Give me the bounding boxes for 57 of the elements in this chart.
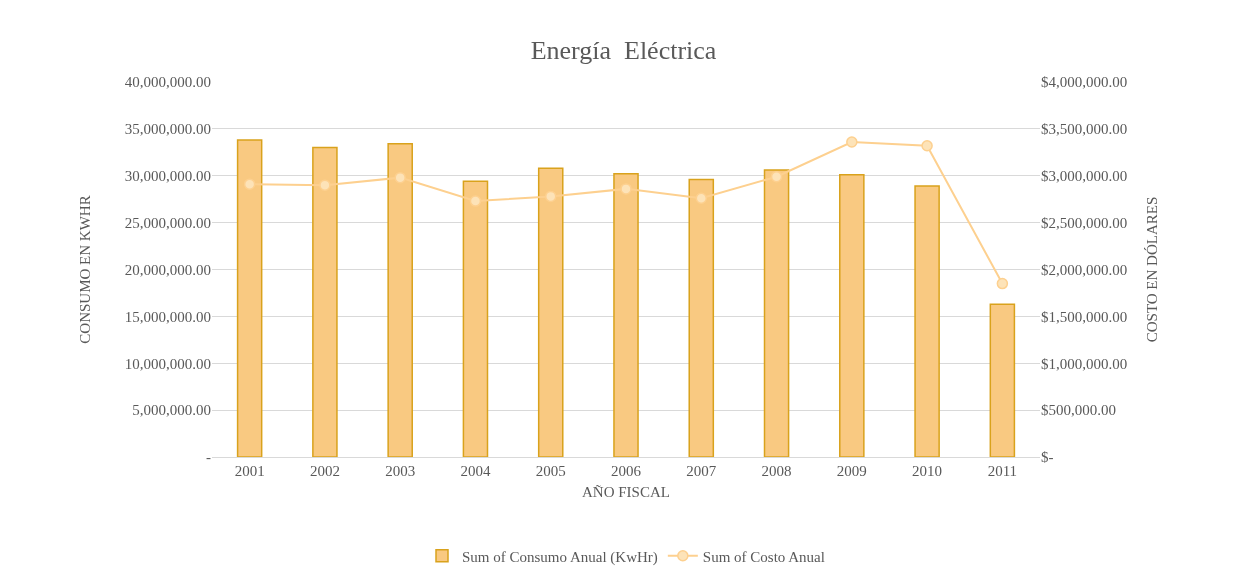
y-tick-label: - (206, 449, 211, 466)
y-tick-label: 35,000,000.00 (124, 121, 211, 138)
y-tick-label: 20,000,000.00 (124, 261, 211, 278)
x-axis-title: AÑO FISCAL (582, 484, 670, 500)
bar (688, 178, 715, 457)
y2-tick-label: $4,000,000.00 (1041, 74, 1128, 91)
y-tick-label: 40,000,000.00 (124, 74, 211, 91)
y-tick-label: 5,000,000.00 (132, 402, 211, 419)
y-tick-label: 25,000,000.00 (124, 214, 211, 231)
point (770, 170, 783, 183)
bar (537, 167, 564, 457)
point (243, 178, 256, 190)
point (996, 277, 1009, 290)
bar (914, 185, 940, 457)
point (921, 140, 933, 152)
point (319, 179, 331, 191)
x-tick-label: 2006 (611, 463, 642, 479)
y-tick-label: 30,000,000.00 (124, 168, 211, 184)
point (544, 190, 557, 203)
point (394, 171, 406, 184)
point (846, 136, 858, 148)
bar (989, 303, 1016, 457)
x-tick-label: 2002 (309, 463, 340, 479)
x-tick-label: 2003 (385, 463, 416, 479)
x-tick-label: 2009 (836, 463, 867, 479)
legend-label: Sum of Consumo Anual (KwHr) (462, 548, 658, 566)
y2-tick-label: $2,000,000.00 (1041, 261, 1128, 278)
point (469, 195, 482, 207)
bar (613, 173, 639, 457)
x-tick-label: 2001 (234, 463, 265, 479)
bar (763, 169, 790, 457)
x-tick-label: 2008 (761, 463, 792, 479)
x-tick-label: 2010 (912, 463, 943, 479)
legend-label: Sum of Costo Anual (702, 548, 825, 565)
bar (312, 146, 338, 457)
y-axis-title: CONSUMO EN KWHR (77, 195, 93, 344)
y2-tick-label: $- (1041, 449, 1054, 466)
point (695, 192, 708, 204)
y2-tick-label: $3,000,000.00 (1041, 168, 1128, 184)
y2-tick-label: $500,000.00 (1041, 402, 1116, 419)
y-tick-label: 15,000,000.00 (124, 308, 211, 325)
chart-title: Energía Eléctrica (530, 36, 717, 66)
x-tick-label: 2007 (686, 463, 717, 479)
point (620, 183, 632, 195)
x-tick-label: 2004 (460, 463, 491, 479)
y2-tick-label: $3,500,000.00 (1041, 121, 1128, 138)
y2-tick-label: $1,500,000.00 (1041, 308, 1128, 325)
bar (236, 139, 263, 457)
y2-axis-title: COSTO EN DÓLARES (1144, 196, 1161, 343)
y2-tick-label: $2,500,000.00 (1041, 214, 1128, 231)
bar (387, 143, 413, 457)
bar (839, 174, 865, 457)
x-tick-label: 2005 (535, 463, 566, 479)
x-tick-label: 2011 (987, 463, 1018, 479)
y2-tick-label: $1,000,000.00 (1041, 355, 1128, 372)
y-tick-label: 10,000,000.00 (124, 355, 211, 372)
bar (462, 180, 489, 457)
